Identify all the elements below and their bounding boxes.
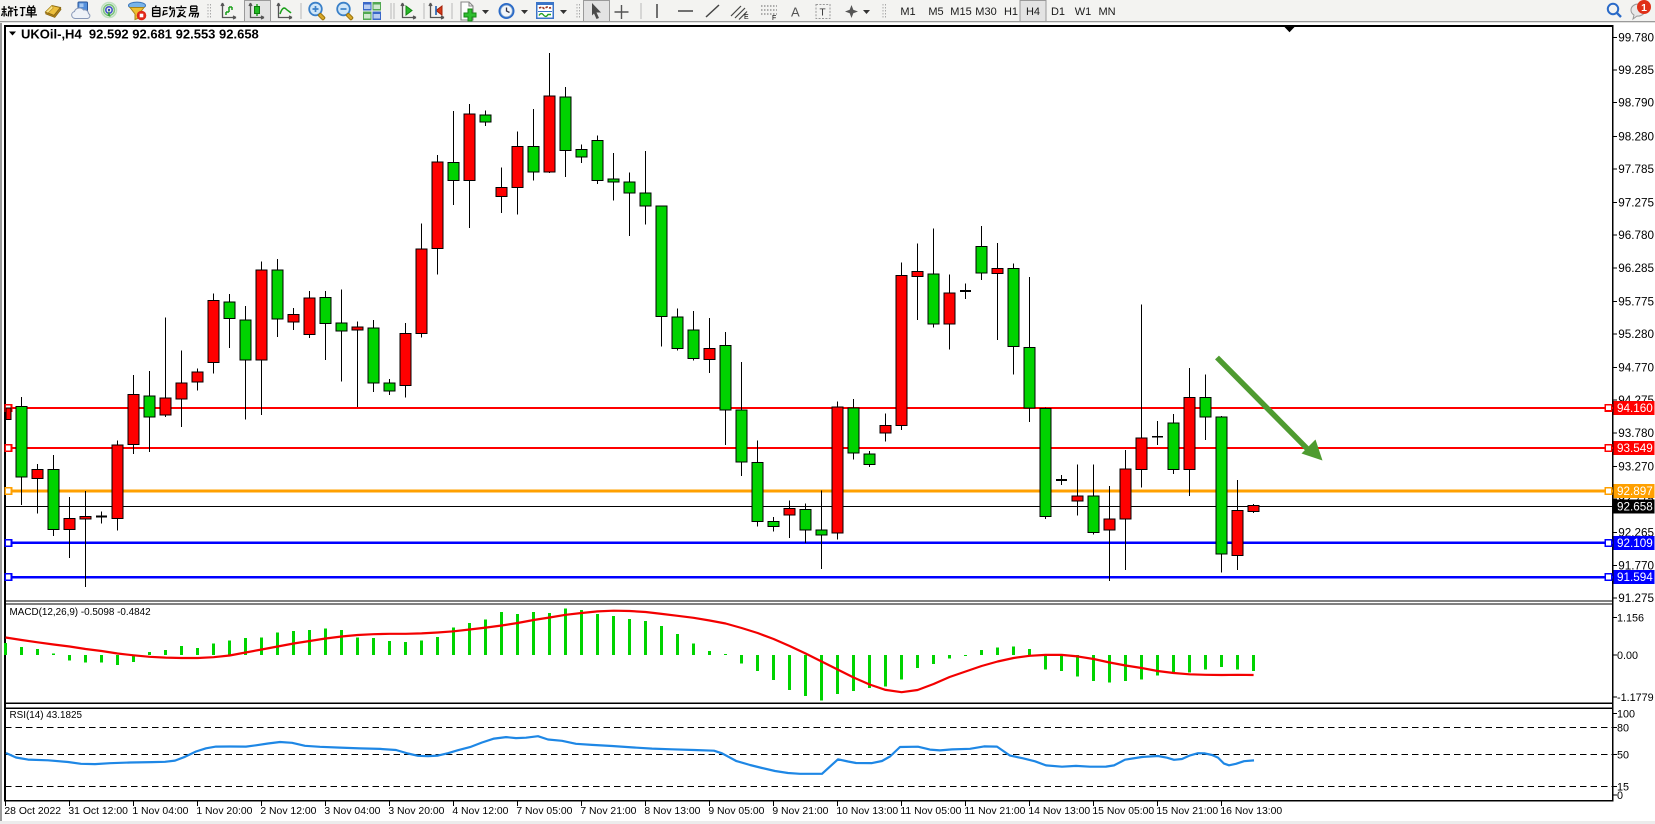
svg-text:MN: MN xyxy=(1098,6,1115,18)
svg-text:93.270: 93.270 xyxy=(1618,461,1654,474)
svg-text:7 Nov 05:00: 7 Nov 05:00 xyxy=(516,806,572,817)
svg-text:94.160: 94.160 xyxy=(1617,402,1653,415)
svg-text:D1: D1 xyxy=(1051,6,1065,18)
svg-text:8 Nov 13:00: 8 Nov 13:00 xyxy=(644,806,700,817)
svg-text:UKOil-,H4 92.592 92.681 92.55: UKOil-,H4 92.592 92.681 92.553 92.658 xyxy=(21,27,259,42)
svg-text:0.00: 0.00 xyxy=(1617,650,1638,662)
svg-text:1: 1 xyxy=(1641,2,1647,14)
svg-text:M15: M15 xyxy=(950,6,971,18)
svg-text:96.285: 96.285 xyxy=(1618,262,1654,275)
svg-text:1.156: 1.156 xyxy=(1617,612,1644,624)
svg-text:91.770: 91.770 xyxy=(1618,559,1654,572)
svg-text:T: T xyxy=(820,8,826,19)
svg-text:50: 50 xyxy=(1617,749,1629,761)
svg-text:MACD(12,26,9) -0.5098 -0.4842: MACD(12,26,9) -0.5098 -0.4842 xyxy=(10,607,151,618)
svg-text:91.594: 91.594 xyxy=(1617,571,1653,584)
svg-text:E: E xyxy=(744,14,749,21)
svg-text:92.109: 92.109 xyxy=(1617,537,1653,550)
svg-text:7 Nov 21:00: 7 Nov 21:00 xyxy=(580,806,636,817)
svg-text:31 Oct 12:00: 31 Oct 12:00 xyxy=(68,806,128,817)
svg-text:14 Nov 13:00: 14 Nov 13:00 xyxy=(1028,806,1090,817)
svg-text:95.280: 95.280 xyxy=(1618,328,1654,341)
svg-text:94.770: 94.770 xyxy=(1618,362,1654,375)
svg-text:92.658: 92.658 xyxy=(1617,501,1653,514)
svg-text:28 Oct 2022: 28 Oct 2022 xyxy=(4,806,61,817)
svg-text:93.780: 93.780 xyxy=(1618,427,1654,440)
svg-text:98.790: 98.790 xyxy=(1618,97,1654,110)
svg-text:15 Nov 21:00: 15 Nov 21:00 xyxy=(1156,806,1218,817)
svg-text:97.785: 97.785 xyxy=(1618,163,1654,176)
svg-text:H1: H1 xyxy=(1004,6,1018,18)
svg-text:9 Nov 21:00: 9 Nov 21:00 xyxy=(772,806,828,817)
svg-text:80: 80 xyxy=(1617,722,1629,734)
svg-text:-1.1779: -1.1779 xyxy=(1617,692,1654,704)
svg-text:A: A xyxy=(791,5,800,20)
svg-text:3 Nov 04:00: 3 Nov 04:00 xyxy=(324,806,380,817)
svg-text:93.549: 93.549 xyxy=(1617,442,1653,455)
svg-text:97.275: 97.275 xyxy=(1618,197,1654,210)
svg-text:95.775: 95.775 xyxy=(1618,295,1654,308)
svg-text:92.897: 92.897 xyxy=(1617,485,1653,498)
svg-text:98.280: 98.280 xyxy=(1618,130,1654,143)
svg-text:91.275: 91.275 xyxy=(1618,592,1654,605)
svg-text:F: F xyxy=(772,15,776,22)
svg-text:M1: M1 xyxy=(900,6,915,18)
svg-text:0: 0 xyxy=(1617,790,1623,802)
svg-text:1 Nov 20:00: 1 Nov 20:00 xyxy=(196,806,252,817)
svg-text:M5: M5 xyxy=(928,6,943,18)
svg-text:1 Nov 04:00: 1 Nov 04:00 xyxy=(132,806,188,817)
svg-text:11 Nov 05:00: 11 Nov 05:00 xyxy=(900,806,961,817)
svg-text:11 Nov 21:00: 11 Nov 21:00 xyxy=(964,806,1025,817)
svg-text:2 Nov 12:00: 2 Nov 12:00 xyxy=(260,806,316,817)
svg-text:15: 15 xyxy=(1617,781,1629,793)
svg-text:15 Nov 05:00: 15 Nov 05:00 xyxy=(1092,806,1154,817)
svg-text:100: 100 xyxy=(1617,709,1635,721)
svg-text:99.780: 99.780 xyxy=(1618,31,1654,44)
svg-text:4 Nov 12:00: 4 Nov 12:00 xyxy=(452,806,508,817)
svg-text:M30: M30 xyxy=(975,6,996,18)
svg-text:10 Nov 13:00: 10 Nov 13:00 xyxy=(836,806,898,817)
svg-text:16 Nov 13:00: 16 Nov 13:00 xyxy=(1220,806,1282,817)
svg-text:3 Nov 20:00: 3 Nov 20:00 xyxy=(388,806,444,817)
svg-text:9 Nov 05:00: 9 Nov 05:00 xyxy=(708,806,764,817)
svg-text:96.780: 96.780 xyxy=(1618,229,1654,242)
svg-text:RSI(14) 43.1825: RSI(14) 43.1825 xyxy=(10,710,83,721)
svg-text:W1: W1 xyxy=(1075,6,1092,18)
svg-text:H4: H4 xyxy=(1026,6,1040,18)
svg-text:99.285: 99.285 xyxy=(1618,64,1654,77)
